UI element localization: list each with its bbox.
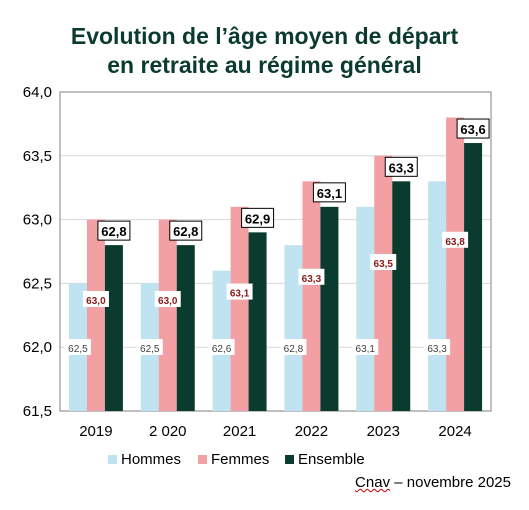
data-label-bg [352, 339, 379, 355]
x-tick-label: 2023 [367, 423, 400, 440]
data-label-bg [136, 339, 163, 355]
bar-femmes [158, 219, 177, 411]
data-label-femmes: 63,0 [86, 296, 106, 307]
data-label-hommes: 62,5 [140, 344, 160, 355]
bar-femmes [230, 206, 249, 411]
data-label-bg [64, 339, 91, 355]
data-label-ensemble: 62,8 [101, 224, 126, 239]
y-tick-label: 62,0 [23, 339, 52, 356]
x-tick-label: 2 020 [149, 423, 187, 440]
data-label-ensemble: 63,6 [460, 122, 485, 137]
data-label-box [241, 207, 275, 228]
bar-femmes [374, 155, 393, 411]
data-label-bg [280, 339, 307, 355]
plot-area-border [59, 91, 492, 412]
data-label-femmes: 63,1 [230, 289, 250, 300]
data-label-box [384, 156, 418, 177]
data-label-hommes: 63,3 [427, 344, 447, 355]
bar-ensemble [464, 143, 483, 412]
data-label-bg [370, 253, 397, 270]
data-label-bg [442, 231, 469, 248]
x-tick-label: 2022 [295, 423, 328, 440]
data-label-femmes: 63,5 [374, 259, 394, 270]
data-label-ensemble: 63,1 [317, 186, 342, 201]
legend-label: Femmes [211, 451, 269, 468]
chart-title-line1: Evolution de l’âge moyen de départ [70, 23, 459, 49]
bar-femmes [302, 181, 321, 411]
data-label-box [312, 182, 346, 203]
y-tick-label: 63,5 [23, 148, 52, 165]
data-label-hommes: 62,5 [68, 344, 88, 355]
bar-ensemble [104, 245, 123, 411]
bar-hommes [284, 245, 303, 411]
data-label-femmes: 63,0 [158, 296, 178, 307]
legend-swatch [108, 455, 117, 464]
data-label-femmes: 63,3 [302, 274, 322, 285]
bar-ensemble [392, 181, 411, 411]
bar-hommes [428, 181, 447, 411]
data-label-box [456, 118, 490, 139]
y-tick-label: 61,5 [23, 403, 52, 420]
bar-ensemble [248, 232, 267, 411]
source-note: Cnav – novembre 2025 [355, 474, 511, 491]
legend-label: Ensemble [298, 451, 365, 468]
bar-ensemble [176, 245, 195, 411]
data-label-ensemble: 63,3 [389, 160, 414, 175]
data-label-bg [226, 283, 253, 300]
data-label-ensemble: 62,8 [173, 224, 198, 239]
bar-hommes [356, 206, 375, 411]
source-brand: Cnav [355, 474, 391, 491]
x-tick-label: 2024 [438, 423, 471, 440]
y-tick-label: 63,0 [23, 212, 52, 229]
legend-swatch [198, 455, 207, 464]
source-date: – novembre 2025 [390, 474, 511, 491]
chart-title: Evolution de l’âge moyen de départ en re… [0, 22, 529, 80]
legend-swatch [285, 455, 294, 464]
data-label-ensemble: 62,9 [245, 211, 270, 226]
data-label-hommes: 62,6 [212, 344, 232, 355]
x-tick-label: 2021 [223, 423, 256, 440]
data-label-hommes: 62,8 [284, 344, 304, 355]
bar-femmes [446, 117, 465, 412]
x-tick-label: 2019 [79, 423, 112, 440]
y-tick-label: 62,5 [23, 275, 52, 292]
legend-label: Hommes [121, 451, 181, 468]
y-tick-label: 64,0 [23, 84, 52, 101]
data-label-bg [424, 339, 451, 355]
chart-title-line2: en retraite au régime général [107, 52, 422, 78]
data-label-box [169, 220, 203, 241]
data-label-bg [208, 339, 235, 355]
data-label-bg [298, 268, 325, 285]
data-label-box [97, 220, 131, 241]
data-label-femmes: 63,8 [445, 237, 465, 248]
data-label-bg [154, 290, 181, 307]
data-label-hommes: 63,1 [356, 344, 376, 355]
bar-femmes [86, 219, 105, 411]
data-label-bg [82, 290, 109, 307]
bar-ensemble [320, 206, 339, 411]
